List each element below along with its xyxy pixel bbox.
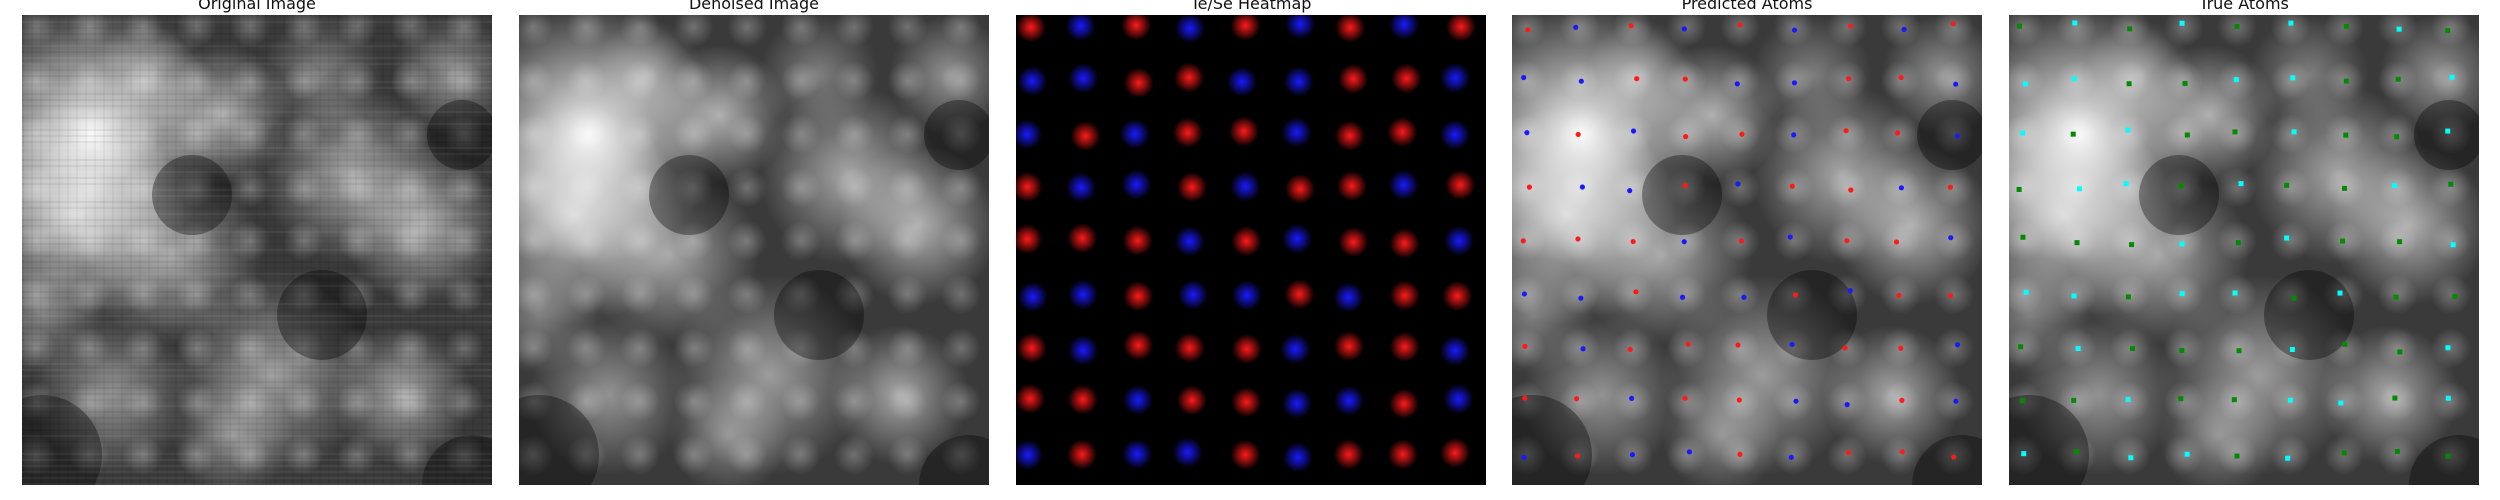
panel-predicted-atoms: Predicted Atoms xyxy=(1512,0,1982,500)
panel-title-heatmap: Te/Se Heatmap xyxy=(1190,0,1312,13)
panel-title-predicted: Predicted Atoms xyxy=(1681,0,1813,13)
panel-te-se-heatmap: Te/Se Heatmap xyxy=(1016,0,1486,500)
panel-title-true: True Atoms xyxy=(2199,0,2289,13)
heatmap-canvas xyxy=(1016,15,1486,485)
panel-denoised-image: Denoised Image xyxy=(519,0,989,500)
predicted-atoms-canvas xyxy=(1512,15,1982,485)
panel-title-denoised: Denoised Image xyxy=(688,0,820,13)
original-image-canvas xyxy=(22,15,492,485)
panel-true-atoms: True Atoms xyxy=(2009,0,2479,500)
panel-title-original: Original Image xyxy=(198,0,316,13)
denoised-image-canvas xyxy=(519,15,989,485)
true-atoms-canvas xyxy=(2009,15,2479,485)
panel-original-image: Original Image xyxy=(22,0,492,500)
